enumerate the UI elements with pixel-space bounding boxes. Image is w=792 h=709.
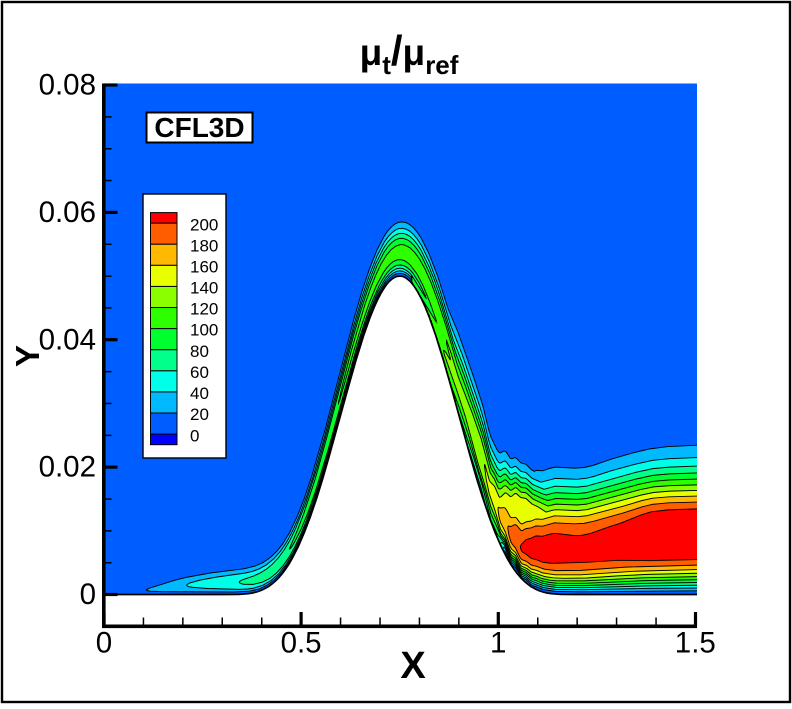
svg-text:μt/μref: μt/μref: [360, 27, 459, 80]
svg-text:X: X: [400, 645, 426, 687]
svg-text:120: 120: [190, 300, 218, 319]
svg-text:CFL3D: CFL3D: [154, 112, 244, 143]
svg-text:0: 0: [190, 426, 199, 445]
svg-text:0: 0: [96, 627, 112, 660]
svg-text:40: 40: [190, 384, 209, 403]
svg-text:0.5: 0.5: [281, 627, 322, 660]
svg-text:1.5: 1.5: [675, 627, 716, 660]
svg-text:1: 1: [490, 627, 506, 660]
svg-text:20: 20: [190, 405, 209, 424]
svg-text:0.04: 0.04: [39, 323, 96, 356]
svg-text:0.08: 0.08: [39, 69, 96, 102]
svg-text:0.02: 0.02: [39, 451, 96, 484]
svg-text:Y: Y: [9, 345, 46, 367]
svg-text:100: 100: [190, 321, 218, 340]
svg-text:200: 200: [190, 215, 218, 234]
svg-text:180: 180: [190, 236, 218, 255]
svg-text:0: 0: [80, 578, 96, 611]
svg-text:140: 140: [190, 279, 218, 298]
svg-text:60: 60: [190, 363, 209, 382]
svg-text:0.06: 0.06: [39, 196, 96, 229]
svg-text:160: 160: [190, 258, 218, 277]
svg-text:80: 80: [190, 342, 209, 361]
